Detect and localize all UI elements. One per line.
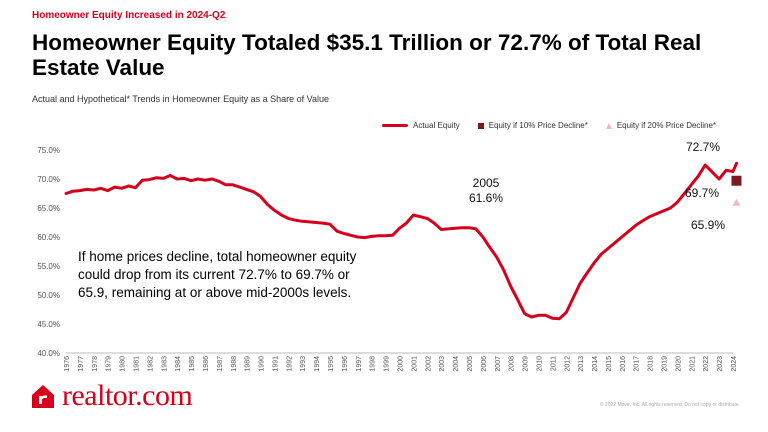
x-tick-label: 1995 xyxy=(328,356,335,372)
x-tick-label: 2018 xyxy=(648,356,655,372)
y-tick-label: 40.0% xyxy=(37,349,60,358)
x-tick-label: 1998 xyxy=(370,356,377,372)
x-tick-label: 1986 xyxy=(203,356,210,372)
legend-line-swatch xyxy=(381,124,408,127)
x-tick-label: 1978 xyxy=(92,356,99,372)
x-tick-label: 1994 xyxy=(314,356,321,372)
y-tick-label: 70.0% xyxy=(37,175,60,184)
x-tick-label: 2021 xyxy=(689,356,696,372)
brand-wordmark: realtor.com xyxy=(62,379,193,412)
x-tick-label: 1983 xyxy=(161,356,168,372)
legend-triangle-swatch xyxy=(605,122,612,129)
x-tick-label: 1981 xyxy=(133,356,140,372)
annotation-2005-value: 61.6% xyxy=(469,191,503,205)
x-tick-label: 2019 xyxy=(662,356,669,372)
x-tick-label: 2011 xyxy=(550,356,557,371)
copyright-text: © 2022 Move, Inc. All rights reserved. D… xyxy=(599,402,740,408)
x-tick-label: 1980 xyxy=(120,356,127,372)
chart-title: Homeowner Equity Totaled $35.1 Trillion … xyxy=(32,30,702,80)
x-tick-label: 2022 xyxy=(703,356,710,372)
x-tick-label: 1979 xyxy=(106,356,113,372)
x-tick-label: 1984 xyxy=(175,356,182,372)
x-tick-label: 1996 xyxy=(342,356,349,372)
x-tick-label: 1993 xyxy=(300,356,307,372)
x-tick-label: 2024 xyxy=(731,356,738,372)
x-tick-label: 2002 xyxy=(425,356,432,372)
x-tick-label: 1990 xyxy=(259,356,266,372)
kicker-text: Homeowner Equity Increased in 2024-Q2 xyxy=(32,10,226,21)
legend-label-decline20: Equity if 20% Price Decline* xyxy=(616,121,716,130)
x-tick-label: 1976 xyxy=(64,356,71,372)
x-tick-label: 2005 xyxy=(467,356,474,372)
legend-item-actual: Actual Equity xyxy=(381,121,460,130)
x-tick-label: 1989 xyxy=(245,356,252,372)
y-tick-label: 50.0% xyxy=(37,291,60,300)
x-tick-label: 2017 xyxy=(634,356,641,372)
x-tick-label: 1991 xyxy=(272,356,279,372)
annotation-2005-year: 2005 xyxy=(473,176,500,190)
y-tick-label: 55.0% xyxy=(37,262,60,271)
annotation-current-value: 72.7% xyxy=(686,140,720,154)
x-tick-label: 1982 xyxy=(147,356,154,372)
annotation-decline20-value: 65.9% xyxy=(691,218,725,232)
x-tick-label: 2008 xyxy=(509,356,516,372)
legend-label-decline10: Equity if 10% Price Decline* xyxy=(488,121,588,130)
x-tick-label: 2013 xyxy=(578,356,585,372)
callout-text: If home prices decline, total homeowner … xyxy=(78,249,357,300)
x-tick-label: 1987 xyxy=(217,356,224,372)
legend-label-actual: Actual Equity xyxy=(412,121,460,130)
x-tick-label: 1999 xyxy=(384,356,391,372)
x-tick-label: 1988 xyxy=(231,356,238,372)
x-tick-label: 2000 xyxy=(398,356,405,372)
series-line-actual-equity xyxy=(64,161,738,321)
marker-decline20 xyxy=(732,198,741,206)
x-tick-label: 1985 xyxy=(189,356,196,372)
x-tick-label: 2012 xyxy=(564,356,571,372)
chart-subtitle: Actual and Hypothetical* Trends in Homeo… xyxy=(32,94,329,104)
x-tick-label: 2004 xyxy=(453,356,460,372)
x-tick-label: 2015 xyxy=(606,356,613,372)
house-logo-icon xyxy=(32,385,54,408)
x-tick-label: 2014 xyxy=(592,356,599,372)
legend-item-decline20: Equity if 20% Price Decline* xyxy=(605,121,716,130)
y-tick-label: 65.0% xyxy=(37,204,60,213)
x-tick-label: 2023 xyxy=(717,356,724,372)
y-tick-label: 75.0% xyxy=(37,146,60,155)
x-tick-label: 2007 xyxy=(495,356,502,372)
y-tick-label: 45.0% xyxy=(37,320,60,329)
legend-item-decline10: Equity if 10% Price Decline* xyxy=(477,121,588,130)
chart-legend: Actual Equity Equity if 10% Price Declin… xyxy=(381,121,716,130)
x-tick-label: 2003 xyxy=(439,356,446,372)
x-tick-label: 2009 xyxy=(523,356,530,372)
x-tick-label: 2010 xyxy=(536,356,543,372)
x-tick-label: 1977 xyxy=(78,356,85,372)
x-tick-label: 2006 xyxy=(481,356,488,372)
x-tick-label: 2020 xyxy=(675,356,682,372)
x-tick-label: 2016 xyxy=(620,356,627,372)
legend-square-swatch xyxy=(477,122,484,129)
realtor-logo: realtor.com xyxy=(30,379,193,412)
x-tick-label: 1997 xyxy=(356,356,363,372)
x-tick-label: 1992 xyxy=(286,356,293,372)
x-tick-label: 2001 xyxy=(411,356,418,372)
annotation-decline10-value: 69.7% xyxy=(685,186,719,200)
y-tick-label: 60.0% xyxy=(37,233,60,242)
marker-decline10 xyxy=(731,175,742,186)
